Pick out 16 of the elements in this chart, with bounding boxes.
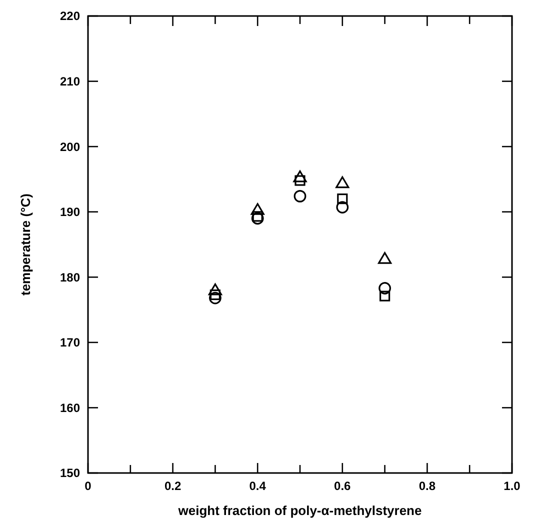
x-tick-label: 0.4 — [249, 479, 266, 493]
x-tick-label: 0.8 — [418, 479, 436, 493]
y-axis-title: temperature (°C) — [18, 194, 33, 296]
y-tick-label: 200 — [60, 140, 80, 154]
y-tick-label: 220 — [60, 9, 80, 24]
y-tick-label: 210 — [60, 74, 80, 88]
x-axis-title: weight fraction of poly-α-methylstyrene — [177, 503, 422, 518]
y-tick-label: 160 — [60, 400, 80, 415]
y-tick-label: 150 — [60, 466, 80, 480]
y-tick-label: 190 — [60, 205, 80, 220]
x-tick-label: 0.2 — [164, 479, 182, 493]
x-tick-label: 0 — [84, 479, 92, 493]
y-tick-label: 180 — [60, 270, 80, 284]
x-tick-label: 1.0 — [504, 479, 521, 493]
x-tick-label: 0.6 — [334, 479, 352, 493]
y-tick-label: 170 — [60, 336, 80, 350]
